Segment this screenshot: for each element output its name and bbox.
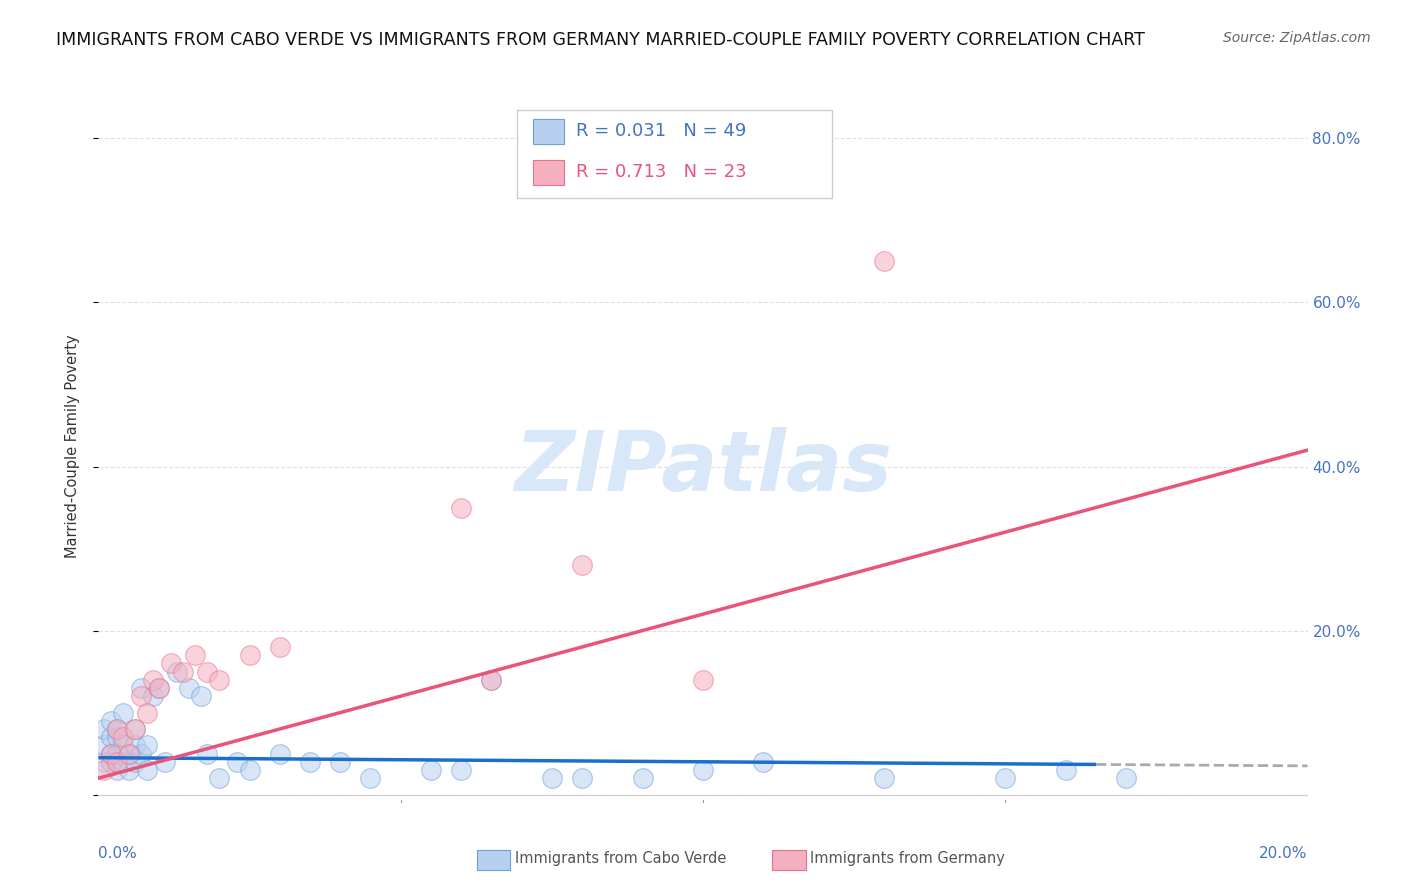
Point — [124, 722, 146, 736]
Point — [172, 665, 194, 679]
Point — [190, 689, 212, 703]
Point — [100, 730, 122, 744]
Point — [93, 763, 115, 777]
Point — [1054, 763, 1077, 777]
Point — [239, 648, 262, 662]
Point — [142, 689, 165, 703]
Point — [269, 640, 291, 654]
Point — [135, 739, 157, 753]
Point — [571, 558, 593, 572]
Point — [166, 665, 188, 679]
Point — [93, 722, 115, 736]
Point — [111, 739, 134, 753]
Point — [105, 763, 128, 777]
Point — [105, 722, 128, 736]
Point — [135, 706, 157, 720]
Point — [105, 747, 128, 761]
Point — [93, 755, 115, 769]
Point — [329, 755, 352, 769]
Point — [160, 657, 183, 671]
Point — [239, 763, 262, 777]
Point — [179, 681, 201, 695]
Point — [873, 254, 896, 268]
Point — [571, 771, 593, 785]
Point — [124, 755, 146, 769]
Point — [111, 706, 134, 720]
Text: Immigrants from Germany: Immigrants from Germany — [810, 852, 1005, 866]
Point — [153, 755, 176, 769]
Point — [420, 763, 443, 777]
Point — [481, 673, 503, 687]
Point — [540, 771, 562, 785]
Point — [124, 722, 146, 736]
Text: Source: ZipAtlas.com: Source: ZipAtlas.com — [1223, 31, 1371, 45]
Point — [752, 755, 775, 769]
Point — [148, 681, 170, 695]
Text: IMMIGRANTS FROM CABO VERDE VS IMMIGRANTS FROM GERMANY MARRIED-COUPLE FAMILY POVE: IMMIGRANTS FROM CABO VERDE VS IMMIGRANTS… — [56, 31, 1144, 49]
Point — [631, 771, 654, 785]
Point — [105, 755, 128, 769]
Text: 20.0%: 20.0% — [1260, 846, 1308, 861]
Point — [129, 689, 152, 703]
Point — [100, 747, 122, 761]
Point — [148, 681, 170, 695]
Y-axis label: Married-Couple Family Poverty: Married-Couple Family Poverty — [65, 334, 80, 558]
Point — [208, 673, 231, 687]
Point — [184, 648, 207, 662]
Point — [873, 771, 896, 785]
Point — [142, 673, 165, 687]
Text: 0.0%: 0.0% — [98, 846, 138, 861]
Point — [208, 771, 231, 785]
Point — [129, 681, 152, 695]
Point — [450, 500, 472, 515]
Point — [93, 739, 115, 753]
Point — [1115, 771, 1137, 785]
Point — [118, 747, 141, 761]
Point — [226, 755, 249, 769]
Text: ZIPatlas: ZIPatlas — [515, 427, 891, 508]
Point — [111, 755, 134, 769]
Point — [105, 730, 128, 744]
Point — [129, 747, 152, 761]
Point — [299, 755, 322, 769]
Point — [450, 763, 472, 777]
Point — [118, 747, 141, 761]
Point — [195, 747, 218, 761]
Point — [994, 771, 1017, 785]
Point — [124, 739, 146, 753]
Point — [135, 763, 157, 777]
Point — [692, 673, 714, 687]
Point — [692, 763, 714, 777]
Text: R = 0.031   N = 49: R = 0.031 N = 49 — [576, 122, 747, 140]
Point — [360, 771, 382, 785]
Point — [100, 714, 122, 728]
Point — [105, 722, 128, 736]
Point — [100, 747, 122, 761]
Text: R = 0.713   N = 23: R = 0.713 N = 23 — [576, 163, 747, 181]
Point — [269, 747, 291, 761]
Point — [111, 730, 134, 744]
Point — [195, 665, 218, 679]
Point — [118, 763, 141, 777]
Point — [100, 755, 122, 769]
Text: Immigrants from Cabo Verde: Immigrants from Cabo Verde — [515, 852, 725, 866]
Point — [481, 673, 503, 687]
